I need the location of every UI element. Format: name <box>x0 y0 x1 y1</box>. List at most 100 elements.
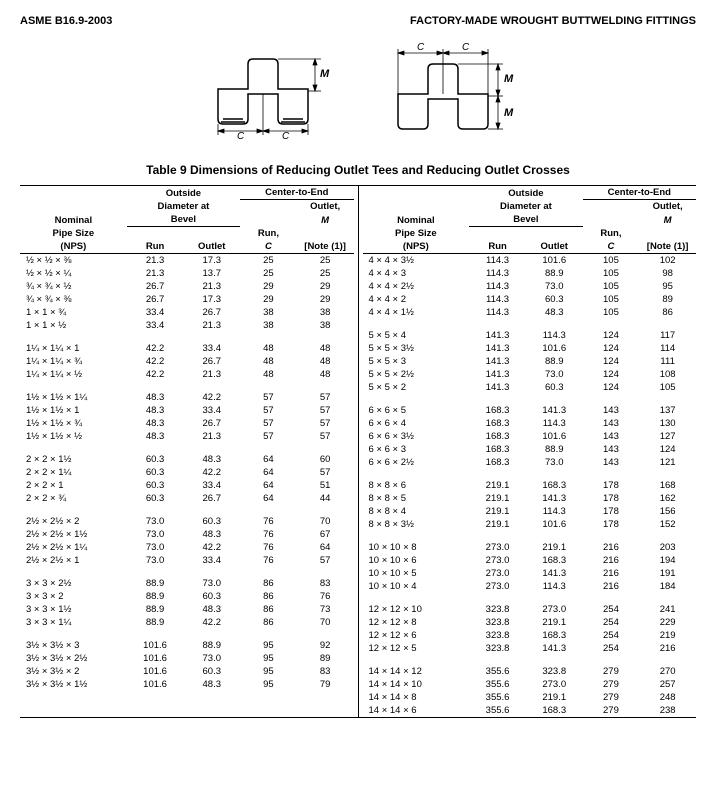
value-cell: 168.3 <box>469 417 526 430</box>
table-row: 3 × 3 × 1½88.948.38673 <box>20 603 354 616</box>
value-cell: 60.3 <box>127 479 184 492</box>
value-cell: 168.3 <box>526 479 583 492</box>
table-row <box>363 531 697 541</box>
value-cell: 29 <box>297 293 354 306</box>
value-cell: 86 <box>240 590 297 603</box>
value-cell: 42.2 <box>127 355 184 368</box>
table-row: 3 × 3 × 288.960.38676 <box>20 590 354 603</box>
value-cell: 162 <box>639 492 696 505</box>
value-cell: 73 <box>297 603 354 616</box>
value-cell: 111 <box>639 355 696 368</box>
table-row: 5 × 5 × 4141.3114.3124117 <box>363 329 697 342</box>
table-row: 2 × 2 × 1½60.348.36460 <box>20 453 354 466</box>
table-row: 6 × 6 × 3168.388.9143124 <box>363 443 697 456</box>
nps-cell: 3 × 3 × 2 <box>20 590 127 603</box>
value-cell: 216 <box>583 554 640 567</box>
value-cell: 114.3 <box>526 505 583 518</box>
nps-cell: 3 × 3 × 1½ <box>20 603 127 616</box>
nps-cell: 2 × 2 × 1 <box>20 479 127 492</box>
nps-cell: 6 × 6 × 5 <box>363 404 470 417</box>
value-cell: 124 <box>583 381 640 394</box>
table-row <box>20 443 354 453</box>
value-cell: 57 <box>240 430 297 443</box>
table-row: 1¼ × 1¼ × ¾42.226.74848 <box>20 355 354 368</box>
table-row: 3½ × 3½ × 1½101.648.39579 <box>20 678 354 691</box>
nps-cell: 12 × 12 × 5 <box>363 642 470 655</box>
value-cell: 57 <box>240 417 297 430</box>
table-row <box>363 469 697 479</box>
table-row <box>363 593 697 603</box>
value-cell: 88.9 <box>127 577 184 590</box>
value-cell: 254 <box>583 642 640 655</box>
value-cell: 17.3 <box>183 253 240 267</box>
nps-cell: 3 × 3 × 2½ <box>20 577 127 590</box>
value-cell: 21.3 <box>183 319 240 332</box>
value-cell: 26.7 <box>183 306 240 319</box>
value-cell: 51 <box>297 479 354 492</box>
table-9: Outside Center-to-End Diameter at Outlet… <box>20 185 696 718</box>
nps-cell: 10 × 10 × 8 <box>363 541 470 554</box>
value-cell: 26.7 <box>127 280 184 293</box>
value-cell: 73.0 <box>127 528 184 541</box>
nps-cell: 5 × 5 × 3 <box>363 355 470 368</box>
value-cell: 88.9 <box>183 639 240 652</box>
table-row: 10 × 10 × 6273.0168.3216194 <box>363 554 697 567</box>
nps-cell: 2½ × 2½ × 1½ <box>20 528 127 541</box>
table-row: 12 × 12 × 6323.8168.3254219 <box>363 629 697 642</box>
value-cell: 89 <box>639 293 696 306</box>
value-cell: 216 <box>583 541 640 554</box>
value-cell: 168.3 <box>469 404 526 417</box>
value-cell: 114.3 <box>526 580 583 593</box>
value-cell: 64 <box>240 492 297 505</box>
value-cell: 73.0 <box>127 554 184 567</box>
value-cell: 273.0 <box>526 678 583 691</box>
value-cell: 101.6 <box>526 430 583 443</box>
table-row: 5 × 5 × 2½141.373.0124108 <box>363 368 697 381</box>
value-cell: 33.4 <box>127 306 184 319</box>
value-cell: 64 <box>240 466 297 479</box>
table-row <box>20 332 354 342</box>
value-cell: 114.3 <box>469 267 526 280</box>
value-cell: 178 <box>583 505 640 518</box>
value-cell: 60.3 <box>183 515 240 528</box>
nps-cell: 5 × 5 × 2½ <box>363 368 470 381</box>
value-cell: 48.3 <box>127 404 184 417</box>
table-row <box>20 629 354 639</box>
value-cell: 101.6 <box>127 665 184 678</box>
value-cell: 48.3 <box>127 430 184 443</box>
value-cell: 42.2 <box>127 342 184 355</box>
value-cell: 168.3 <box>526 629 583 642</box>
table-row: 14 × 14 × 10355.6273.0279257 <box>363 678 697 691</box>
table-row: 8 × 8 × 5219.1141.3178162 <box>363 492 697 505</box>
value-cell: 73.0 <box>127 541 184 554</box>
nps-cell: 8 × 8 × 4 <box>363 505 470 518</box>
value-cell: 191 <box>639 567 696 580</box>
nps-cell: ¾ × ¾ × ⅜ <box>20 293 127 306</box>
table-row <box>20 505 354 515</box>
value-cell: 29 <box>240 280 297 293</box>
value-cell: 33.4 <box>183 554 240 567</box>
value-cell: 57 <box>297 404 354 417</box>
value-cell: 216 <box>583 580 640 593</box>
table-right: Outside Center-to-End Diameter at Outlet… <box>363 186 697 717</box>
value-cell: 114.3 <box>526 417 583 430</box>
nps-cell: 6 × 6 × 3 <box>363 443 470 456</box>
value-cell: 184 <box>639 580 696 593</box>
nps-cell: 4 × 4 × 2½ <box>363 280 470 293</box>
value-cell: 26.7 <box>183 492 240 505</box>
value-cell: 168.3 <box>469 430 526 443</box>
value-cell: 21.3 <box>183 280 240 293</box>
value-cell: 42.2 <box>183 391 240 404</box>
table-row: 4 × 4 × 2½114.373.010595 <box>363 280 697 293</box>
value-cell: 38 <box>240 306 297 319</box>
value-cell: 73.0 <box>526 368 583 381</box>
value-cell: 70 <box>297 515 354 528</box>
value-cell: 194 <box>639 554 696 567</box>
nps-cell: 2½ × 2½ × 1¼ <box>20 541 127 554</box>
value-cell: 60.3 <box>183 590 240 603</box>
value-cell: 168.3 <box>526 704 583 717</box>
table-row <box>20 567 354 577</box>
value-cell: 42.2 <box>127 368 184 381</box>
value-cell: 48.3 <box>183 528 240 541</box>
value-cell: 101.6 <box>526 518 583 531</box>
